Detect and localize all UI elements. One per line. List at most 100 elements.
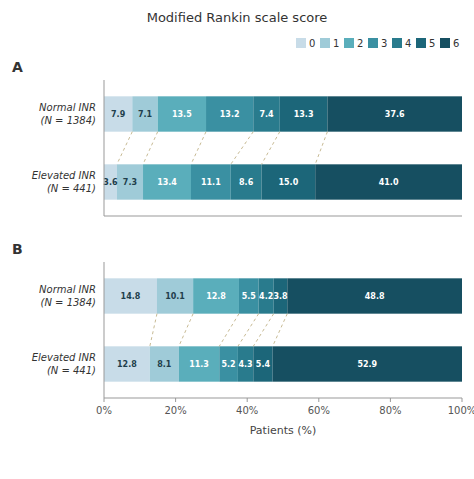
data-label: 52.9 (357, 360, 377, 369)
bar-segment (179, 346, 219, 381)
bar-segment (273, 346, 462, 381)
category-line: Elevated INR (32, 170, 96, 181)
data-label: 7.9 (111, 110, 126, 119)
bar-segment (253, 96, 279, 131)
connector (117, 132, 132, 165)
legend-label: 3 (381, 38, 387, 49)
connector (219, 314, 239, 347)
legend-swatch (416, 38, 426, 48)
bar-segment (104, 96, 132, 131)
data-label: 10.1 (165, 292, 185, 301)
connector (253, 314, 273, 347)
data-label: 7.4 (259, 110, 274, 119)
connector (273, 314, 288, 347)
data-label: 4.3 (239, 360, 253, 369)
chart: Modified Rankin scale score0123456A7.97.… (0, 0, 474, 479)
bar-segment (239, 278, 259, 313)
legend-label: 4 (405, 38, 411, 49)
legend-swatch (344, 38, 354, 48)
legend-label: 5 (429, 38, 435, 49)
category-line: (N = 1384) (41, 115, 96, 126)
bar-segment (157, 278, 193, 313)
category-label: Normal INR (N = 1384) (39, 284, 96, 308)
data-label: 11.3 (189, 360, 209, 369)
data-label: 13.4 (157, 178, 177, 187)
bar-segment (231, 164, 262, 199)
data-label: 12.8 (117, 360, 137, 369)
x-tick-label: 60% (308, 405, 330, 416)
data-label: 3.8 (273, 292, 288, 301)
bar-segment (117, 164, 143, 199)
bar-segment (274, 278, 288, 313)
bar-segment (280, 96, 328, 131)
data-label: 48.8 (365, 292, 385, 301)
data-label: 3.6 (103, 178, 118, 187)
data-label: 13.2 (220, 110, 240, 119)
panel-label: B (12, 241, 23, 257)
legend: 0123456 (296, 38, 459, 49)
bar-segment (132, 96, 157, 131)
bar-segment (206, 96, 253, 131)
legend-swatch (392, 38, 402, 48)
bar-segment (143, 164, 191, 199)
category-line: Normal INR (39, 284, 96, 295)
data-label: 13.3 (294, 110, 314, 119)
bar-segment (315, 164, 462, 199)
y-axis-line (104, 80, 105, 216)
legend-label: 2 (357, 38, 363, 49)
legend-label: 1 (333, 38, 339, 49)
x-tick-label: 40% (236, 405, 258, 416)
data-labels: 14.810.112.85.54.23.848.812.88.111.35.24… (117, 292, 385, 369)
data-label: 7.1 (138, 110, 153, 119)
x-axis-line (104, 398, 462, 399)
data-label: 5.2 (221, 360, 235, 369)
connector (238, 314, 259, 347)
legend-swatch (320, 38, 330, 48)
x-tick-label: 0% (96, 405, 112, 416)
bar-segment (262, 164, 316, 199)
category-line: (N = 441) (47, 183, 96, 194)
data-label: 37.6 (385, 110, 405, 119)
data-label: 13.5 (172, 110, 192, 119)
bars (104, 96, 462, 199)
connector (179, 314, 193, 347)
x-tick (462, 398, 463, 402)
category-label: Normal INR (N = 1384) (39, 102, 96, 126)
title: Modified Rankin scale score (147, 10, 328, 25)
x-tick (175, 398, 176, 402)
legend-swatch (368, 38, 378, 48)
category-label: Elevated INR (N = 441) (32, 170, 96, 194)
bar-segment (104, 346, 150, 381)
bar-segment (287, 278, 462, 313)
x-axis-label: Patients (%) (250, 424, 317, 437)
bar-segment (191, 164, 231, 199)
category-line: Normal INR (39, 102, 96, 113)
data-labels: 7.97.113.513.27.413.337.63.67.313.411.18… (103, 110, 405, 187)
x-tick-label: 100% (448, 405, 474, 416)
bar-segment (259, 278, 274, 313)
data-label: 41.0 (379, 178, 399, 187)
x-tick (390, 398, 391, 402)
legend-label: 6 (453, 38, 459, 49)
category-line: (N = 441) (47, 365, 96, 376)
bar-segment (219, 346, 238, 381)
bar-segment (158, 96, 206, 131)
bar-segment (327, 96, 462, 131)
data-label: 8.1 (157, 360, 172, 369)
connector (150, 314, 157, 347)
bar-segment (104, 278, 157, 313)
connector (231, 132, 254, 165)
connector (262, 132, 280, 165)
x-tick (318, 398, 319, 402)
bar-segment (253, 346, 272, 381)
bar-segment (150, 346, 179, 381)
category-line: (N = 1384) (41, 297, 96, 308)
category-line: Elevated INR (32, 352, 96, 363)
data-label: 15.0 (278, 178, 298, 187)
bar-segment (238, 346, 253, 381)
data-label: 7.3 (123, 178, 137, 187)
panel-label: A (12, 59, 23, 75)
connector (191, 132, 206, 165)
category-label: Elevated INR (N = 441) (32, 352, 96, 376)
x-tick (104, 398, 105, 402)
